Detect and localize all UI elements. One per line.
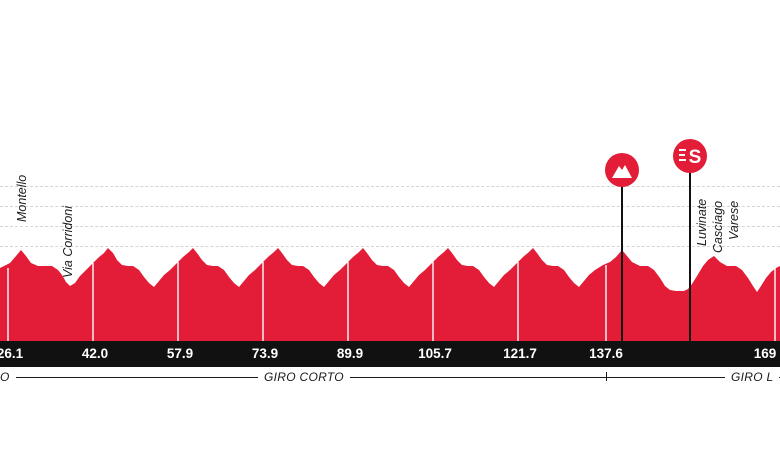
km-marker: 169 (753, 346, 777, 361)
circuit-label-giro-lungo: GIRO L (725, 370, 780, 384)
circuit-line (606, 377, 780, 378)
place-label-montello: Montello (15, 174, 29, 222)
km-marker: 57.9 (166, 346, 194, 361)
km-marker: 42.0 (81, 346, 109, 361)
km-marker: 73.9 (251, 346, 279, 361)
km-marker: 105.7 (418, 346, 452, 361)
mountain-icon (612, 165, 632, 178)
km-marker: 121.7 (503, 346, 537, 361)
svg-text:S: S (689, 147, 702, 168)
place-label-casciago: Casciago (711, 200, 725, 253)
km-marker: 89.9 (336, 346, 364, 361)
sprint-marker: S (673, 139, 707, 173)
sprint-icon: S (679, 147, 701, 168)
km-marker: 137.6 (589, 346, 623, 361)
km-marker: 26.1 (0, 346, 24, 361)
gridline (0, 206, 780, 207)
km-bar (0, 341, 780, 367)
circuit-label-giro-corto: GIRO CORTO (258, 370, 350, 384)
elevation-profile (0, 248, 780, 341)
circuit-label-left: O (0, 370, 16, 384)
place-label-luvinate: Luvinate (695, 198, 709, 246)
kom-marker (605, 153, 639, 187)
place-label-via-corridoni: Via Corridoni (61, 205, 75, 278)
km-separators (7, 262, 776, 341)
place-label-varese: Varese (727, 200, 741, 240)
circuit-tick (606, 372, 607, 381)
gridline (0, 246, 780, 247)
gridline (0, 226, 780, 227)
gridline (0, 186, 780, 187)
